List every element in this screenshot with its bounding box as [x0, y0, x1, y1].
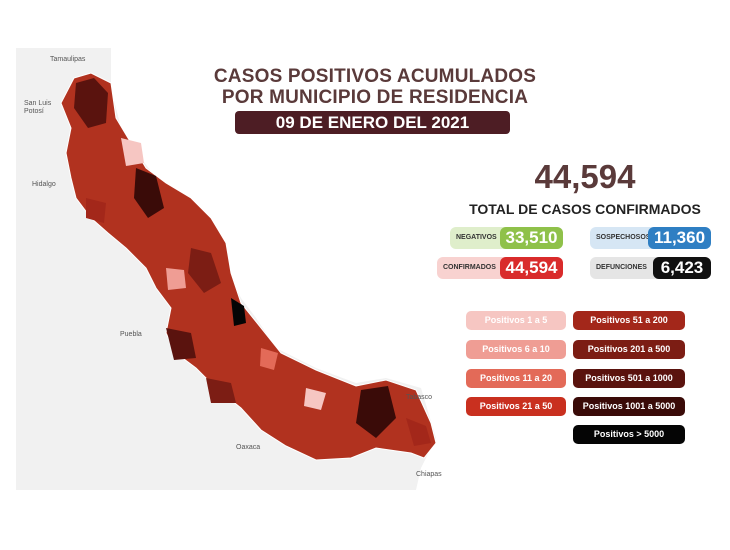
legend-item-11-20: Positivos 11 a 20	[466, 369, 566, 388]
municipality-region-orizaba	[166, 328, 196, 360]
legend-item-1-5: Positivos 1 a 5	[466, 311, 566, 330]
legend-item-1001-5000: Positivos 1001 a 5000	[573, 397, 685, 416]
title-line-2: POR MUNICIPIO DE RESIDENCIA	[221, 87, 529, 108]
negativos-badge: NEGATIVOS 33,510	[450, 227, 563, 249]
legend-item-over-5000: Positivos > 5000	[573, 425, 685, 444]
legend-item-21-50: Positivos 21 a 50	[466, 397, 566, 416]
legend-item-501-1000: Positivos 501 a 1000	[573, 369, 685, 388]
municipality-region-tuxpan	[134, 168, 164, 218]
confirmados-badge: CONFIRMADOS 44,594	[437, 257, 563, 279]
total-cases-value: 44,594	[534, 158, 636, 195]
municipality-region-north	[74, 78, 108, 128]
total-cases-label: TOTAL DE CASOS CONFIRMADOS	[469, 201, 701, 217]
title-line-1: CASOS POSITIVOS ACUMULADOS	[213, 66, 537, 87]
gulf-of-mexico	[111, 48, 446, 490]
date-banner: 09 DE ENERO DEL 2021	[235, 111, 510, 134]
municipality-region-5	[86, 198, 106, 223]
municipality-region-light-1	[121, 138, 144, 166]
legend-item-51-200: Positivos 51 a 200	[573, 311, 685, 330]
municipality-region-light-2	[166, 268, 186, 290]
state-label-tabasco: Tabasco	[406, 394, 433, 401]
defunciones-value: 6,423	[653, 257, 711, 279]
municipality-region-7	[406, 418, 431, 446]
municipality-region-poza-rica	[188, 248, 221, 293]
state-label-chiapas: Chiapas	[416, 471, 442, 478]
defunciones-badge: DEFUNCIONES 6,423	[590, 257, 711, 279]
sospechosos-badge: SOSPECHOSOS 11,360	[590, 227, 711, 249]
confirmados-label: CONFIRMADOS	[443, 264, 496, 271]
state-label-oaxaca: Oaxaca	[236, 444, 261, 451]
legend-item-6-10: Positivos 6 a 10	[466, 340, 566, 359]
municipality-region-6	[206, 378, 236, 403]
municipality-region-veracruz	[231, 298, 246, 326]
state-label-puebla: Puebla	[120, 331, 142, 338]
sospechosos-label: SOSPECHOSOS	[596, 234, 651, 241]
negativos-label: NEGATIVOS	[456, 234, 497, 241]
state-label-san-luis: San Luis Potosí	[24, 100, 52, 115]
veracruz-map	[60, 48, 446, 490]
sospechosos-value: 11,360	[648, 227, 711, 249]
state-label-tamaulipas: Tamaulipas	[50, 56, 86, 63]
negativos-value: 33,510	[500, 227, 563, 249]
municipality-region-light-4	[304, 388, 326, 410]
legend-item-201-500: Positivos 201 a 500	[573, 340, 685, 359]
state-label-hidalgo: Hidalgo	[32, 181, 56, 188]
municipality-region-coatzacoalcos	[356, 386, 396, 438]
defunciones-label: DEFUNCIONES	[596, 264, 647, 271]
municipality-region-light-3	[260, 348, 278, 370]
confirmados-value: 44,594	[500, 257, 563, 279]
